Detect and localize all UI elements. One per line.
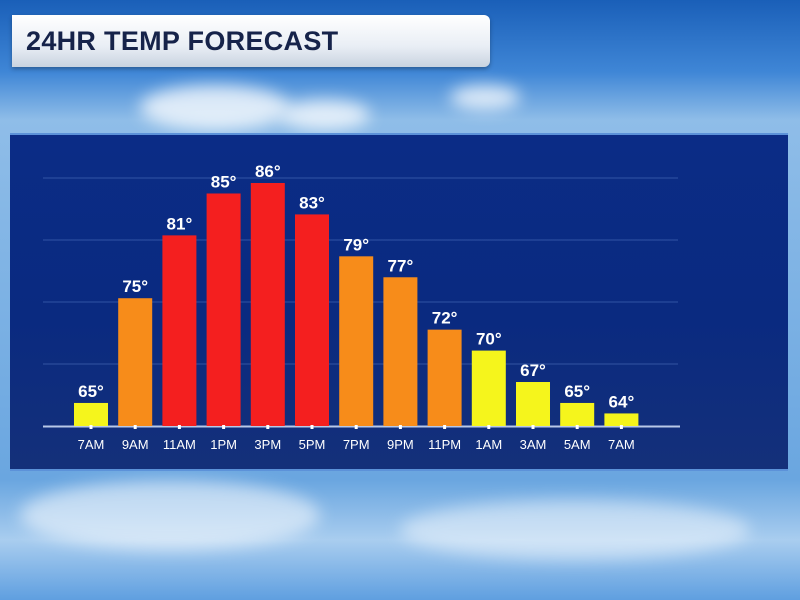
data-label: 70° (476, 330, 502, 349)
x-tick-label: 7AM (78, 437, 105, 452)
data-label: 75° (122, 277, 148, 296)
data-label: 67° (520, 361, 546, 380)
x-tick-label: 11AM (163, 437, 196, 452)
bar (604, 413, 639, 426)
data-label: 65° (78, 382, 104, 401)
tick-mark (89, 425, 93, 429)
x-tick-label: 1PM (210, 437, 237, 452)
tick-mark (575, 425, 579, 429)
tick-mark (443, 425, 447, 429)
tick-mark (619, 425, 623, 429)
bar (295, 214, 329, 426)
x-tick-label: 7AM (608, 437, 635, 452)
x-tick-label: 9PM (387, 437, 414, 452)
bar (427, 329, 462, 426)
cloud (140, 85, 290, 130)
data-label: 83° (299, 193, 325, 212)
tick-mark (266, 425, 270, 429)
data-label: 81° (167, 214, 193, 233)
tick-mark (398, 425, 402, 429)
cloud (280, 100, 370, 130)
data-label: 65° (564, 382, 590, 401)
tick-mark (133, 425, 137, 429)
bar (162, 235, 197, 426)
cloud (450, 85, 520, 110)
bar (471, 350, 506, 426)
title-banner: 24HR TEMP FORECAST (12, 15, 490, 67)
page-title: 24HR TEMP FORECAST (26, 26, 339, 56)
x-tick-label: 9AM (122, 437, 149, 452)
bar (74, 402, 108, 426)
bar (206, 193, 241, 426)
bar (383, 277, 418, 426)
cloud (400, 500, 750, 560)
x-tick-label: 5PM (299, 437, 326, 452)
bar (118, 298, 153, 426)
tick-mark (487, 425, 491, 429)
x-tick-label: 1AM (475, 437, 502, 452)
data-label: 86° (255, 162, 281, 181)
bar (516, 382, 550, 426)
data-label: 72° (432, 309, 458, 328)
tick-mark (310, 425, 314, 429)
tick-mark (354, 425, 358, 429)
x-tick-label: 3PM (254, 437, 281, 452)
bar (560, 402, 595, 426)
bar (339, 256, 374, 426)
data-label: 79° (343, 235, 369, 254)
data-label: 77° (388, 256, 414, 275)
tick-mark (177, 425, 181, 429)
data-label: 85° (211, 172, 237, 191)
x-tick-label: 11PM (428, 437, 461, 452)
x-tick-label: 3AM (520, 437, 547, 452)
bar (250, 183, 285, 426)
x-tick-label: 5AM (564, 437, 591, 452)
data-label: 64° (609, 392, 635, 411)
cloud (20, 480, 320, 550)
tick-mark (222, 425, 226, 429)
x-tick-label: 7PM (343, 437, 370, 452)
tick-mark (531, 425, 535, 429)
